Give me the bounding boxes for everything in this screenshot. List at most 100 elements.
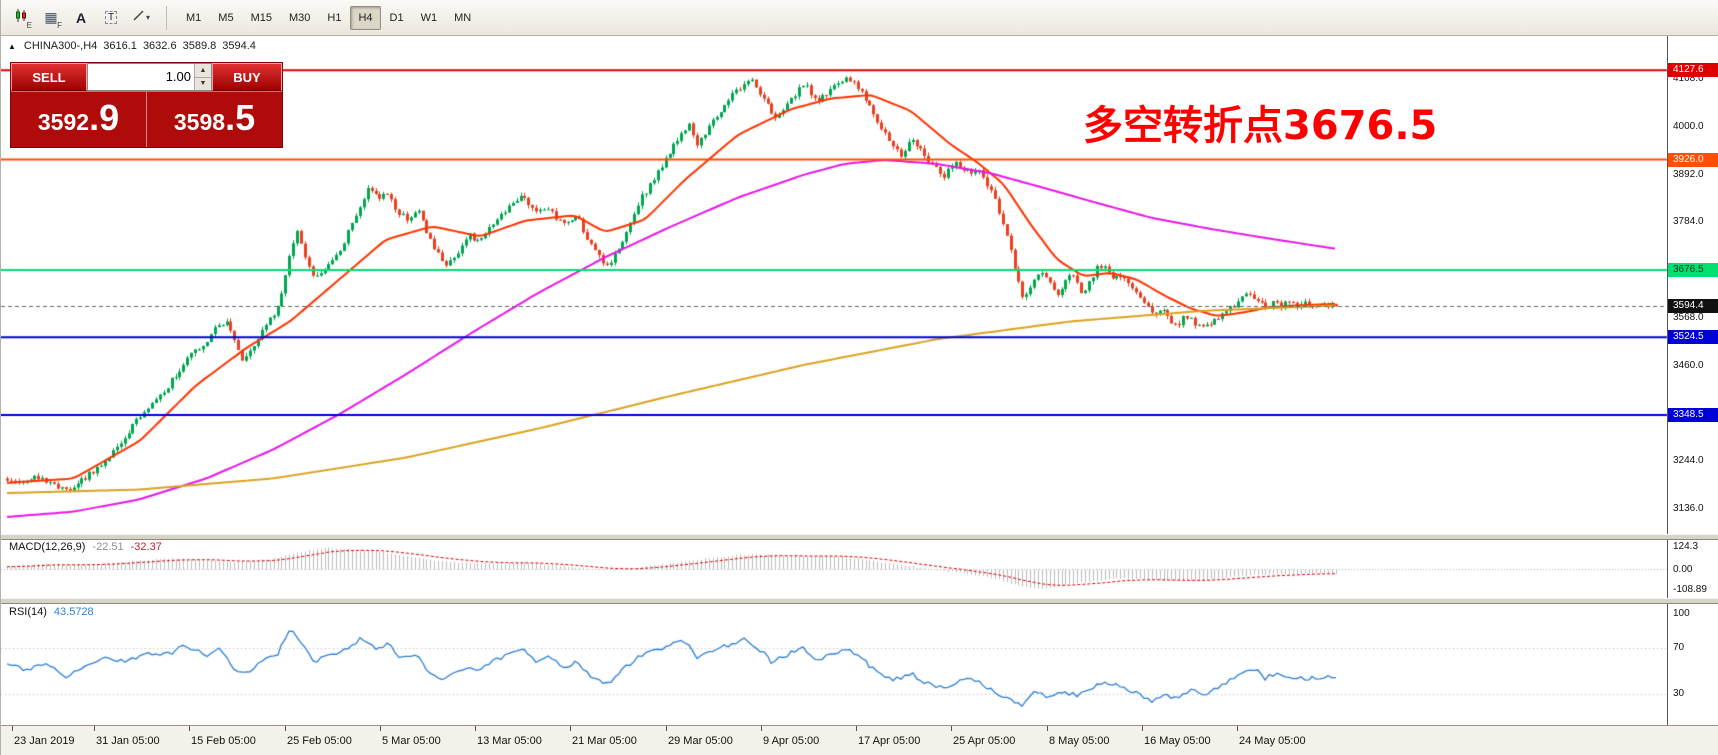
text-tool-icon: A <box>75 9 87 26</box>
chart-text-annotation[interactable]: 多空转折点3676.5 <box>1083 103 1438 149</box>
time-axis-label: 21 Mar 05:00 <box>572 735 637 747</box>
buy-button[interactable]: BUY <box>212 63 282 91</box>
price-axis-label: 3568.0 <box>1673 312 1704 323</box>
chart-window: 23 Jan 2019 31 Jan 05:00 15 Feb 05:00 25 Fe… <box>1 36 1718 755</box>
label-tool-icon: T <box>104 11 118 24</box>
time-axis-tick <box>1047 726 1048 731</box>
panel-splitter-macd[interactable] <box>1 534 1718 540</box>
level-price-badge: 3926.0 <box>1668 153 1718 167</box>
sell-price-pips: .9 <box>89 97 120 138</box>
time-axis-label: 29 Mar 05:00 <box>668 735 733 747</box>
label-tool-button[interactable]: T <box>97 5 125 31</box>
macd-axis-label: 0.00 <box>1673 564 1693 575</box>
macd-indicator-label: MACD(12,26,9) -22.51 -32.37 <box>9 541 162 553</box>
timeframe-button-h1[interactable]: H1 <box>327 11 342 24</box>
timeframe-button-m1[interactable]: M1 <box>186 11 202 24</box>
volume-down-button[interactable]: ▼ <box>195 77 211 90</box>
buy-price-main: 3598 <box>173 109 226 135</box>
time-axis-label: 23 Jan 2019 <box>14 735 75 747</box>
macd-axis-label: 124.3 <box>1673 541 1699 552</box>
buy-price-display[interactable]: 3598 .5 <box>146 92 282 147</box>
price-axis-label: 4108.0 <box>1673 73 1704 84</box>
ohlc-low: 3589.8 <box>182 40 217 52</box>
draw-tools-button[interactable]: ▾ <box>127 5 155 31</box>
price-axis-label: 3460.0 <box>1673 360 1704 371</box>
volume-spinner: 1.00 ▲ ▼ <box>87 63 212 91</box>
level-price-badge: 3524.5 <box>1668 330 1718 344</box>
level-price-badge: 3676.5 <box>1668 263 1718 277</box>
time-axis-label: 25 Apr 05:00 <box>953 735 1016 747</box>
rsi-value: 43.5728 <box>53 606 94 618</box>
rsi-indicator-label: RSI(14) 43.5728 <box>9 606 94 618</box>
ohlc-open: 3616.1 <box>103 40 137 52</box>
macd-signal-value: -32.37 <box>130 541 162 553</box>
time-axis-label: 5 Mar 05:00 <box>382 735 441 747</box>
timeframe-button-m15[interactable]: M15 <box>250 11 272 24</box>
volume-up-button[interactable]: ▲ <box>195 64 211 78</box>
rsi-axis-label: 70 <box>1673 642 1685 653</box>
chart-canvas[interactable] <box>1 36 1718 755</box>
price-axis-label: 4000.0 <box>1673 121 1704 132</box>
icon-badge: E <box>26 20 32 30</box>
level-price-badge: 4127.6 <box>1668 63 1718 77</box>
price-axis-label: 3136.0 <box>1673 503 1704 514</box>
chevron-down-icon: ▾ <box>145 13 150 22</box>
rsi-name: RSI(14) <box>9 606 47 618</box>
timeframe-group: M1 M5 M15 M30 H1 H4 D1 W1 MN <box>178 5 479 30</box>
timeframe-button-mn[interactable]: MN <box>454 11 472 24</box>
sell-price-main: 3592 <box>37 109 90 135</box>
time-axis-tick <box>380 726 381 731</box>
timeframe-button-m5[interactable]: M5 <box>218 11 234 24</box>
time-axis-tick <box>1142 726 1143 731</box>
one-click-trading-panel: SELL 1.00 ▲ ▼ BUY 3592 .9 3598 .5 <box>10 62 283 148</box>
timeframe-button-d1[interactable]: D1 <box>389 11 404 24</box>
volume-input[interactable]: 1.00 <box>165 69 191 84</box>
icon-badge: F <box>57 20 62 30</box>
time-axis-label: 31 Jan 05:00 <box>96 735 160 747</box>
time-axis-label: 9 Apr 05:00 <box>763 735 820 747</box>
chart-grid-button[interactable]: ▦ F <box>37 5 65 31</box>
time-axis-label: 8 May 05:00 <box>1049 735 1110 747</box>
ohlc-close: 3594.4 <box>222 40 256 52</box>
time-axis-tick <box>761 726 762 731</box>
macd-name: MACD(12,26,9) <box>9 541 86 553</box>
ohlc-high: 3632.6 <box>142 40 177 52</box>
time-axis-tick <box>856 726 857 731</box>
chart-title-bar: ▲ CHINA300-,H4 3616.1 3632.6 3589.8 3594… <box>8 40 256 52</box>
toolbar-separator <box>166 5 167 30</box>
timeframe-button-w1[interactable]: W1 <box>420 11 438 24</box>
buy-price-pips: .5 <box>225 97 256 138</box>
current-price-badge: 3594.4 <box>1668 299 1718 313</box>
time-axis-tick <box>475 726 476 731</box>
price-axis-label: 3784.0 <box>1673 216 1704 227</box>
time-axis-tick <box>570 726 571 731</box>
time-axis-tick <box>1237 726 1238 731</box>
time-axis-label: 16 May 05:00 <box>1144 735 1211 747</box>
time-axis-label: 24 May 05:00 <box>1239 735 1306 747</box>
candlestick-chart-icon <box>14 8 29 28</box>
timeframe-button-h4[interactable]: H4 <box>350 5 381 30</box>
macd-main-value: -22.51 <box>92 541 124 553</box>
toolbar: E ▦ F A T ▾ M1 M5 M15 M30 H1 H4 D1 W1 MN <box>1 0 1718 36</box>
time-axis-tick <box>951 726 952 731</box>
sell-price-display[interactable]: 3592 .9 <box>11 92 146 147</box>
panel-splitter-rsi[interactable] <box>1 598 1718 604</box>
collapse-arrow-icon[interactable]: ▲ <box>8 41 16 51</box>
time-axis[interactable]: 23 Jan 2019 31 Jan 05:00 15 Feb 05:00 25 Fe… <box>1 725 1718 755</box>
trendline-icon <box>132 9 145 27</box>
grid-icon: ▦ <box>44 9 58 25</box>
time-axis-label: 13 Mar 05:00 <box>477 735 542 747</box>
price-axis-label: 3244.0 <box>1673 455 1704 466</box>
rsi-axis-label: 100 <box>1673 608 1690 619</box>
price-axis-label: 3892.0 <box>1673 169 1704 180</box>
symbol-title: CHINA300-,H4 <box>23 40 98 52</box>
price-axis-border <box>1667 36 1668 725</box>
time-axis-tick <box>189 726 190 731</box>
timeframe-button-m30[interactable]: M30 <box>288 11 311 24</box>
candlestick-chart-button[interactable]: E <box>7 5 35 31</box>
text-tool-button[interactable]: A <box>67 5 95 31</box>
time-axis-label: 17 Apr 05:00 <box>858 735 921 747</box>
time-axis-tick <box>666 726 667 731</box>
sell-button[interactable]: SELL <box>11 63 87 91</box>
